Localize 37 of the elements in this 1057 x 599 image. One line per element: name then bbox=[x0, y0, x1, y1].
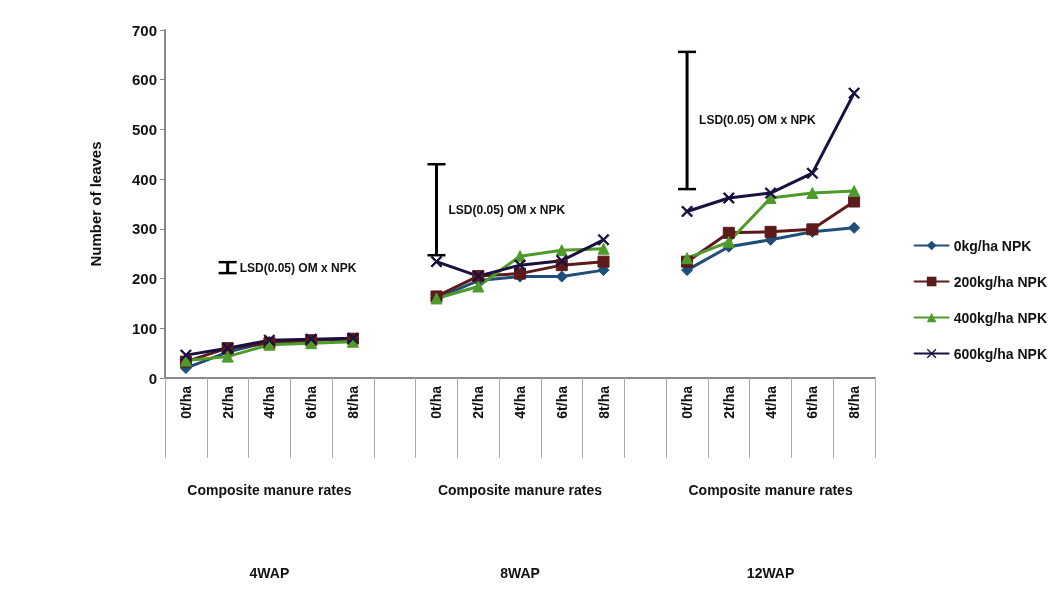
text: Composite manure rates bbox=[187, 482, 352, 498]
legend-label: 400kg/ha NPK bbox=[953, 309, 1047, 326]
x-tick-label: 6t/ha bbox=[303, 385, 320, 419]
annotation: LSD(0.05) OM x NPK bbox=[699, 113, 817, 128]
x-tick-label: 6t/ha bbox=[804, 385, 821, 419]
x-tick-label: 4t/ha bbox=[512, 385, 528, 419]
annotation: LSD(0.05) OM x NPK bbox=[239, 260, 357, 275]
x-tick-label: 2t/ha bbox=[470, 385, 487, 419]
x-tick-label: 8t/ha bbox=[344, 385, 361, 419]
x-tick-label: 0t/ha bbox=[177, 385, 194, 419]
x-tick-label: 8t/ha bbox=[846, 385, 863, 419]
text: 4WAP bbox=[249, 565, 290, 581]
x-tick-label: 0t/ha bbox=[679, 385, 696, 419]
text: 12WAP bbox=[746, 565, 795, 581]
y-tick-label: 0 bbox=[148, 369, 157, 387]
x-tick-label: 6t/ha bbox=[553, 385, 570, 419]
x-tick-label: 8t/ha bbox=[595, 385, 612, 419]
annotation: LSD(0.05) OM x NPK bbox=[448, 202, 566, 217]
text: 8WAP bbox=[500, 565, 540, 581]
legend-label: 0kg/ha NPK bbox=[953, 237, 1032, 254]
x-tick-label: 2t/ha bbox=[219, 385, 236, 419]
x-tick-label: 4t/ha bbox=[261, 385, 278, 419]
text: Composite manure rates bbox=[688, 482, 853, 498]
y-tick-label: 400 bbox=[131, 170, 157, 188]
x-tick-label: 0t/ha bbox=[428, 385, 445, 419]
y-axis-title: Number of leaves bbox=[87, 141, 104, 267]
x-tick-label: 4t/ha bbox=[762, 385, 779, 419]
y-tick-label: 600 bbox=[131, 71, 157, 89]
y-tick-label: 100 bbox=[131, 319, 157, 337]
y-tick-label: 200 bbox=[131, 270, 157, 288]
y-tick-label: 500 bbox=[131, 120, 157, 138]
text: Composite manure rates bbox=[437, 482, 603, 498]
legend-label: 200kg/ha NPK bbox=[953, 273, 1047, 290]
legend-label: 600kg/ha NPK bbox=[953, 345, 1047, 362]
x-tick-label: 2t/ha bbox=[720, 385, 737, 419]
y-tick-label: 300 bbox=[131, 220, 157, 238]
y-tick-label: 700 bbox=[131, 21, 157, 39]
